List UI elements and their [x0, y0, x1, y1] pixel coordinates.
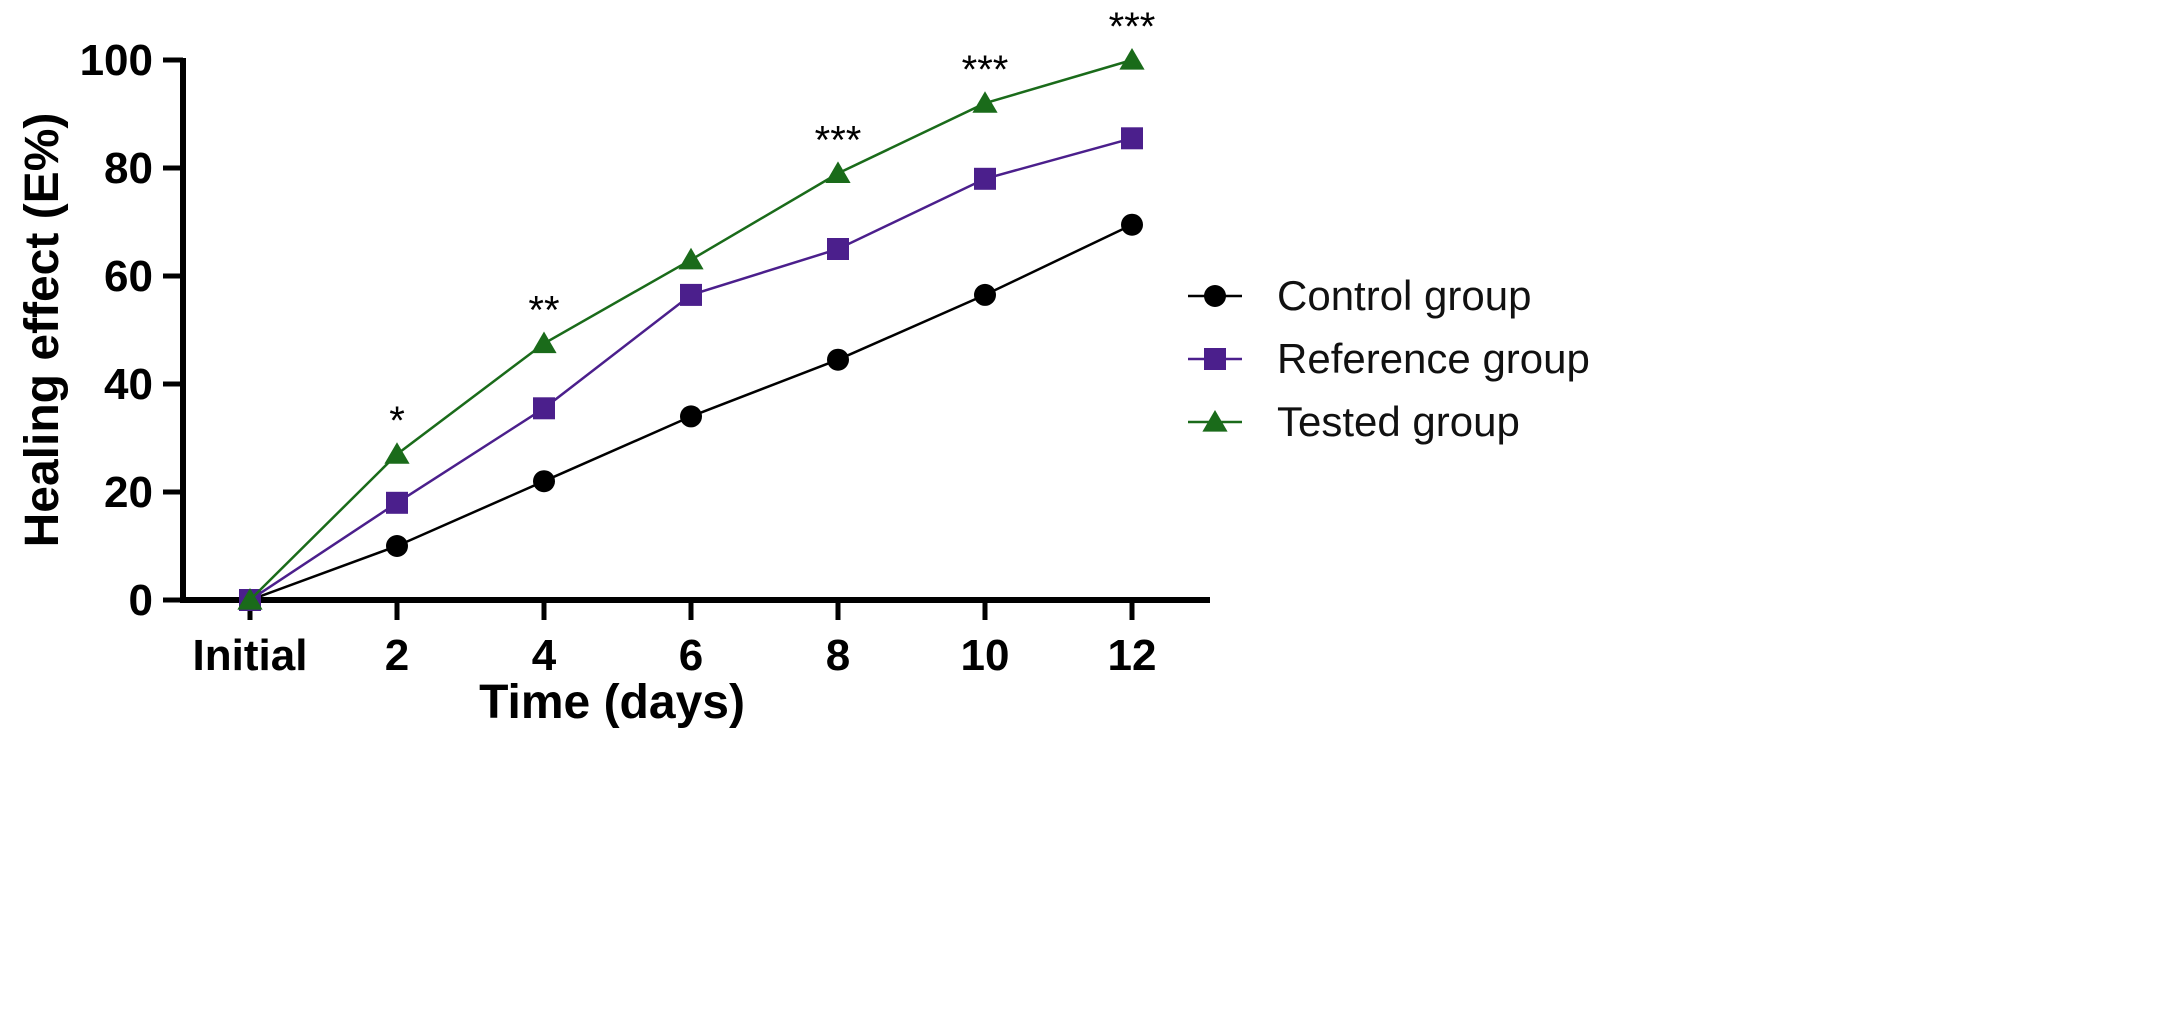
y-tick-label: 100 [80, 36, 153, 85]
data-point [680, 283, 702, 306]
x-tick-label: 12 [1108, 631, 1157, 680]
y-tick-label: 80 [104, 144, 153, 193]
significance-annotation: *** [815, 118, 862, 162]
legend-marker [1204, 285, 1226, 307]
y-axis-title: Healing effect (E%) [16, 113, 69, 548]
significance-annotation: * [389, 399, 405, 443]
series-line [249, 58, 1133, 601]
significance-annotation: *** [1109, 5, 1156, 49]
legend-item-tested-group: Tested group [1188, 398, 1520, 445]
y-tick-label: 20 [104, 468, 153, 517]
data-point [533, 470, 555, 493]
y-tick-label: 60 [104, 252, 153, 301]
data-point [533, 397, 555, 420]
data-point [1119, 48, 1145, 70]
data-point [825, 161, 851, 183]
legend-item-reference-group: Reference group [1188, 335, 1590, 382]
data-point [972, 91, 998, 113]
x-axis-title: Time (days) [479, 676, 745, 729]
data-point [827, 348, 849, 371]
data-point [680, 405, 702, 428]
y-tick-label: 40 [104, 360, 153, 409]
data-point [386, 535, 408, 557]
series-reference-group [239, 127, 1143, 611]
legend-item-control-group: Control group [1188, 272, 1531, 319]
legend: Control group Reference group Tested group [1188, 272, 1590, 445]
data-point [974, 167, 996, 190]
data-point [827, 238, 849, 260]
significance-annotation: *** [962, 48, 1009, 92]
x-tick-label: 8 [826, 631, 850, 680]
x-tick-label: 4 [532, 631, 557, 680]
legend-label: Control group [1277, 272, 1531, 319]
legend-label: Tested group [1277, 398, 1520, 445]
legend-label: Reference group [1277, 335, 1590, 382]
data-point [386, 491, 408, 514]
x-tick-label: 2 [385, 631, 409, 680]
data-point [1121, 213, 1143, 236]
data-point [678, 247, 704, 270]
series-layer [237, 48, 1145, 611]
y-tick-label: 0 [129, 576, 153, 625]
legend-marker [1202, 410, 1228, 432]
data-point [974, 283, 996, 306]
data-point [237, 588, 263, 610]
significance-annotation: ** [528, 289, 559, 333]
series-control-group [239, 213, 1143, 611]
data-point [384, 442, 410, 464]
data-point [531, 331, 557, 354]
series-line [249, 137, 1133, 602]
x-tick-label: 6 [679, 631, 703, 680]
axes: 0 20 40 60 80 100 Initial 2 4 6 8 10 12 Time (days) He… [16, 36, 1210, 729]
data-point [1121, 127, 1143, 150]
x-tick-label: 10 [961, 631, 1010, 680]
series-tested-group [237, 48, 1145, 610]
x-tick-label: Initial [193, 631, 308, 680]
annotation-layer: ************ [389, 5, 1155, 443]
legend-marker [1204, 348, 1226, 370]
